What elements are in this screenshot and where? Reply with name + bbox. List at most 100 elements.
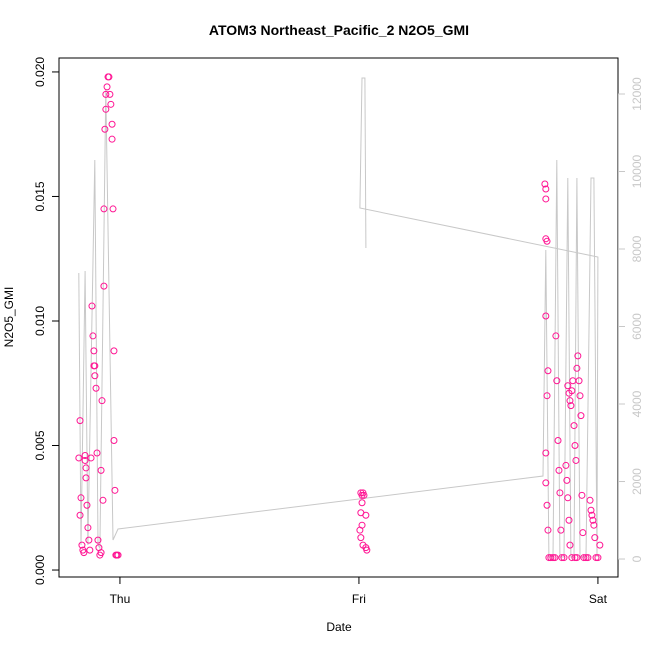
data-point xyxy=(596,541,604,549)
data-point xyxy=(100,205,108,213)
data-point xyxy=(586,496,594,504)
data-point xyxy=(94,536,102,544)
data-point xyxy=(543,501,551,509)
data-point xyxy=(543,237,551,245)
data-point xyxy=(557,526,565,534)
data-point xyxy=(564,494,572,502)
data-point xyxy=(90,347,98,355)
data-point xyxy=(590,521,598,529)
altitude-line xyxy=(78,77,599,558)
chart-title: ATOM3 Northeast_Pacific_2 N2O5_GMI xyxy=(209,22,469,38)
x-axis-label: Date xyxy=(326,620,352,634)
y-tick-label: 0.020 xyxy=(33,57,47,87)
data-point xyxy=(102,105,110,113)
x-tick-label: Sat xyxy=(589,592,608,606)
data-point xyxy=(568,554,576,562)
data-point xyxy=(108,135,116,143)
data-point xyxy=(81,451,89,459)
data-point xyxy=(542,195,550,203)
data-point xyxy=(582,554,590,562)
y-tick-label: 0.015 xyxy=(33,181,47,211)
data-point xyxy=(362,511,370,519)
data-point xyxy=(76,511,84,519)
data-point xyxy=(562,461,570,469)
data-point xyxy=(594,554,602,562)
data-point xyxy=(77,494,85,502)
data-point xyxy=(101,125,109,133)
data-point xyxy=(75,454,83,462)
y2-tick-label: 4000 xyxy=(630,390,644,417)
data-point xyxy=(574,352,582,360)
data-point xyxy=(91,362,99,370)
y-tick-label: 0.010 xyxy=(33,306,47,336)
data-point xyxy=(111,486,119,494)
data-point xyxy=(572,456,580,464)
data-point xyxy=(87,454,95,462)
data-point xyxy=(88,302,96,310)
data-point xyxy=(573,364,581,372)
data-point xyxy=(86,546,94,554)
data-point xyxy=(98,397,106,405)
data-point xyxy=(105,73,113,81)
data-point xyxy=(543,392,551,400)
data-point xyxy=(578,491,586,499)
data-point xyxy=(576,392,584,400)
data-point xyxy=(573,554,581,562)
plot-frame xyxy=(58,57,619,578)
data-point xyxy=(571,442,579,450)
data-point xyxy=(588,511,596,519)
data-point xyxy=(82,464,90,472)
y2-tick-label: 10000 xyxy=(630,154,644,188)
data-point xyxy=(358,499,366,507)
data-point xyxy=(100,282,108,290)
data-point xyxy=(544,367,552,375)
y-axis-label: N2O5_GMI xyxy=(2,287,16,348)
data-point xyxy=(106,90,114,98)
data-point xyxy=(542,479,550,487)
data-point xyxy=(579,529,587,537)
data-point xyxy=(110,347,118,355)
x-tick-label: Thu xyxy=(110,592,131,606)
y-tick-label: 0.000 xyxy=(33,555,47,585)
data-point xyxy=(547,554,555,562)
data-point xyxy=(575,377,583,385)
data-point xyxy=(542,185,550,193)
data-point xyxy=(107,100,115,108)
x-tick-label: Fri xyxy=(352,592,366,606)
data-point xyxy=(580,554,588,562)
data-point xyxy=(542,449,550,457)
y2-tick-label: 12000 xyxy=(630,77,644,111)
data-point xyxy=(591,534,599,542)
data-point xyxy=(92,384,100,392)
data-point xyxy=(564,382,572,390)
data-point xyxy=(82,474,90,482)
data-point xyxy=(84,524,92,532)
data-point xyxy=(577,412,585,420)
data-point xyxy=(552,332,560,340)
data-point xyxy=(554,437,562,445)
data-point xyxy=(78,541,86,549)
data-point xyxy=(89,332,97,340)
data-point xyxy=(549,554,557,562)
data-point xyxy=(99,496,107,504)
data-point xyxy=(571,554,579,562)
data-point xyxy=(356,526,364,534)
data-point xyxy=(357,534,365,542)
data-point xyxy=(76,417,84,425)
data-point xyxy=(565,516,573,524)
y2-tick-label: 8000 xyxy=(630,235,644,262)
data-point xyxy=(587,506,595,514)
y2-tick-label: 2000 xyxy=(630,468,644,495)
data-point xyxy=(81,456,89,464)
data-point xyxy=(83,501,91,509)
data-point xyxy=(542,312,550,320)
data-point xyxy=(103,83,111,91)
data-point xyxy=(566,397,574,405)
data-point xyxy=(363,546,371,554)
data-point xyxy=(563,476,571,484)
data-point xyxy=(110,437,118,445)
data-point xyxy=(97,466,105,474)
data-point xyxy=(80,549,88,557)
data-point xyxy=(541,180,549,188)
